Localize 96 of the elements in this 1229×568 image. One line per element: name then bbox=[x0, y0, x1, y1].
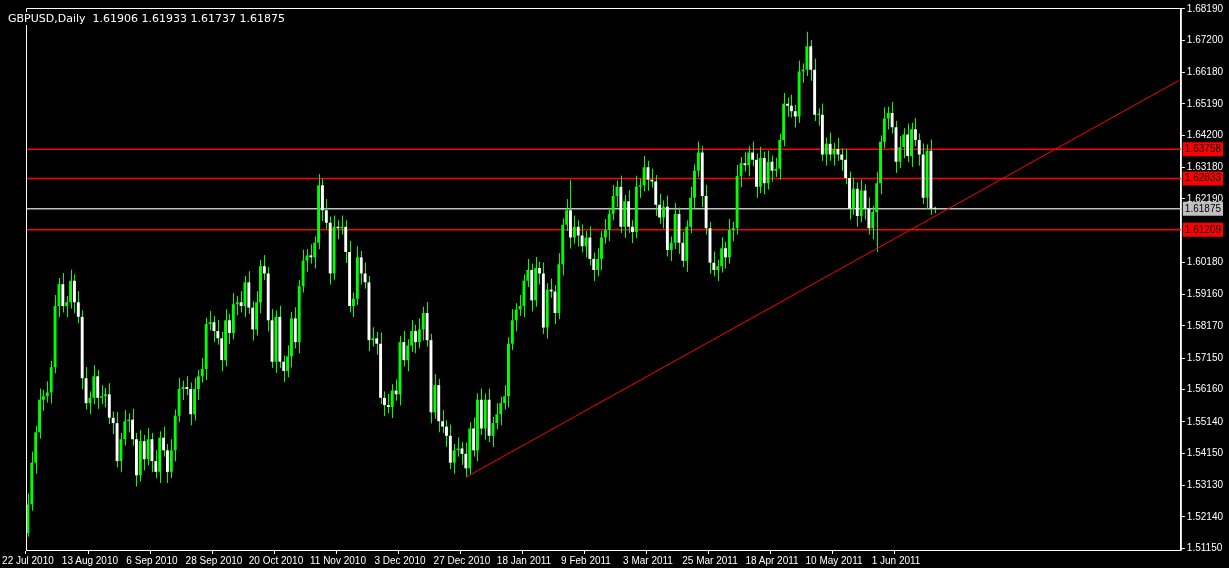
candlestick bbox=[747, 145, 751, 177]
candlestick bbox=[669, 235, 673, 262]
candlestick bbox=[208, 310, 212, 331]
candlestick bbox=[324, 198, 328, 230]
candlestick bbox=[200, 357, 204, 384]
candlestick bbox=[146, 427, 150, 467]
candlestick bbox=[638, 178, 642, 199]
y-tick-label: 1.66180 bbox=[1186, 66, 1224, 78]
candlestick bbox=[611, 184, 615, 221]
x-tick-label: 18 Apr 2011 bbox=[745, 554, 800, 566]
candlestick bbox=[150, 432, 154, 473]
candlestick bbox=[898, 135, 902, 169]
x-tick-label: 6 Sep 2010 bbox=[126, 554, 178, 566]
x-tick-label: 22 Jul 2010 bbox=[2, 554, 55, 566]
candlestick bbox=[452, 443, 456, 475]
x-tick-label: 28 Sep 2010 bbox=[185, 554, 243, 566]
candlestick bbox=[828, 132, 832, 162]
candlestick bbox=[580, 223, 584, 254]
candlestick bbox=[836, 137, 840, 162]
x-tick-label: 20 Oct 2010 bbox=[248, 554, 304, 566]
candlestick bbox=[906, 122, 910, 163]
candlestick bbox=[499, 396, 503, 426]
candlestick bbox=[103, 387, 107, 408]
candlestick bbox=[100, 384, 104, 405]
x-tick-label: 9 Feb 2011 bbox=[561, 554, 612, 566]
x-tick-label: 10 May 2011 bbox=[805, 554, 863, 566]
candlestick bbox=[111, 410, 115, 435]
candlestick bbox=[588, 225, 592, 266]
candlestick bbox=[417, 317, 421, 349]
x-tick-label: 25 Mar 2011 bbox=[682, 554, 739, 566]
candlestick bbox=[352, 291, 355, 318]
y-tick-label: 1.54150 bbox=[1186, 446, 1224, 458]
x-tick-label: 1 Jun 2011 bbox=[871, 554, 921, 566]
candlestick bbox=[456, 436, 460, 458]
ref-line-label: 1.61875 bbox=[1184, 202, 1222, 214]
candlestick bbox=[72, 273, 76, 314]
candlestick bbox=[603, 218, 607, 245]
candlestick bbox=[743, 151, 747, 173]
candlestick bbox=[642, 155, 646, 193]
candlestick bbox=[169, 438, 173, 479]
candlestick bbox=[61, 272, 65, 313]
x-tick-label: 13 Aug 2010 bbox=[61, 554, 119, 566]
candlestick bbox=[696, 141, 700, 178]
y-tick-label: 1.58170 bbox=[1186, 319, 1224, 331]
candlestick bbox=[890, 101, 894, 135]
y-tick-label: 1.64200 bbox=[1186, 128, 1224, 140]
candlestick bbox=[414, 324, 417, 354]
y-tick-label: 1.68190 bbox=[1186, 2, 1224, 14]
x-tick-label: 18 Jan 2011 bbox=[496, 554, 552, 566]
candlestick bbox=[572, 215, 576, 245]
y-tick-label: 1.56160 bbox=[1186, 383, 1224, 395]
candlestick bbox=[96, 369, 100, 410]
x-tick-label: 27 Dec 2010 bbox=[433, 554, 491, 566]
candlestick bbox=[917, 133, 921, 167]
chart-title: GBPUSD,Daily 1.61906 1.61933 1.61737 1.61875 bbox=[4, 12, 289, 25]
candlestick bbox=[390, 383, 394, 419]
candlestick bbox=[789, 94, 793, 118]
candlestick bbox=[576, 219, 580, 248]
ref-line-label: 1.63758 bbox=[1184, 142, 1222, 154]
candlestick bbox=[607, 207, 611, 242]
y-tick-label: 1.65190 bbox=[1186, 97, 1224, 109]
candlestick bbox=[518, 294, 522, 317]
candlestick bbox=[107, 382, 111, 425]
y-tick-label: 1.67200 bbox=[1186, 34, 1224, 46]
candlestick bbox=[76, 290, 80, 324]
x-tick-label: 3 Dec 2010 bbox=[374, 554, 426, 566]
x-tick-label: 3 Mar 2011 bbox=[623, 554, 674, 566]
x-tick-label: 11 Nov 2010 bbox=[309, 554, 367, 566]
candlestick bbox=[45, 380, 49, 404]
candlestick bbox=[731, 221, 735, 242]
y-tick-label: 1.52140 bbox=[1186, 510, 1224, 522]
y-tick-label: 1.60180 bbox=[1186, 256, 1224, 268]
candlestick bbox=[662, 199, 665, 230]
candlestick bbox=[142, 434, 146, 471]
candlestick bbox=[514, 302, 518, 332]
y-tick-label: 1.59160 bbox=[1186, 288, 1224, 300]
candlestick bbox=[851, 177, 855, 216]
y-tick-label: 1.55140 bbox=[1186, 415, 1224, 427]
candlestick bbox=[235, 295, 239, 316]
candlestick bbox=[766, 150, 770, 191]
candlestick bbox=[386, 393, 390, 414]
candlestick bbox=[824, 136, 828, 167]
y-tick-label: 1.53130 bbox=[1186, 479, 1224, 491]
candlestick bbox=[421, 306, 425, 342]
candlestick bbox=[886, 106, 890, 130]
y-tick-label: 1.63180 bbox=[1186, 161, 1224, 173]
y-tick-label: 1.62190 bbox=[1186, 192, 1224, 204]
y-tick-label: 1.51150 bbox=[1186, 541, 1223, 553]
candlestick bbox=[363, 261, 367, 290]
y-tick-label: 1.57150 bbox=[1186, 352, 1224, 364]
ref-line-label: 1.61209 bbox=[1184, 223, 1222, 235]
candlestick bbox=[309, 243, 313, 265]
candlestick bbox=[817, 107, 820, 127]
ref-line-label: 1.62833 bbox=[1184, 172, 1222, 184]
candlestick bbox=[371, 326, 375, 348]
candlestick bbox=[510, 308, 514, 351]
